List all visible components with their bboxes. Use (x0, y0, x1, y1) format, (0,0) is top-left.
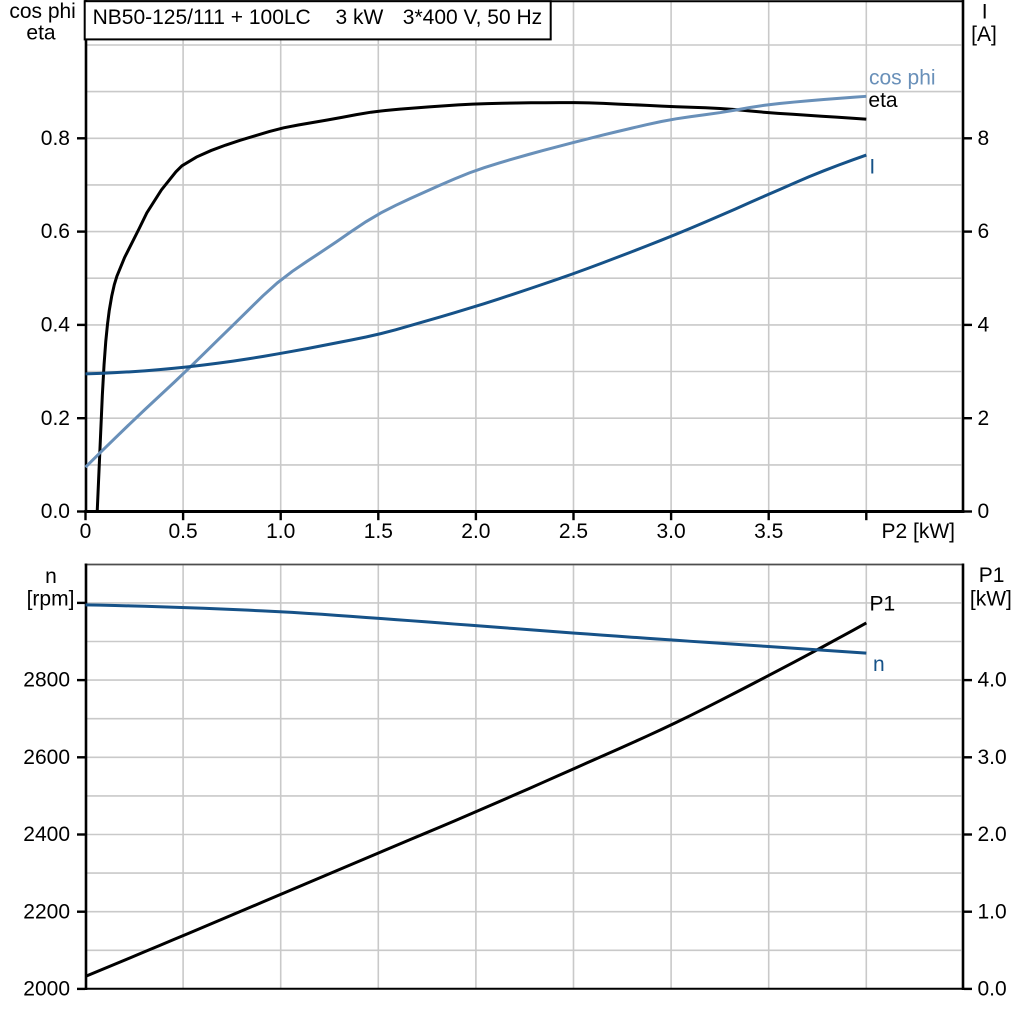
svg-text:eta: eta (868, 89, 898, 112)
svg-text:2.5: 2.5 (559, 520, 588, 543)
svg-text:1.0: 1.0 (978, 900, 1007, 923)
svg-text:NB50-125/111 + 100LC: NB50-125/111 + 100LC (93, 6, 311, 29)
svg-text:2000: 2000 (23, 978, 70, 1001)
svg-text:eta: eta (26, 22, 56, 45)
svg-text:n: n (873, 653, 885, 676)
svg-text:4.0: 4.0 (978, 669, 1007, 692)
svg-text:I: I (869, 156, 875, 179)
svg-text:2200: 2200 (23, 900, 70, 923)
svg-text:3*400 V, 50 Hz: 3*400 V, 50 Hz (403, 6, 542, 29)
svg-text:8: 8 (978, 127, 990, 150)
svg-text:2.0: 2.0 (978, 823, 1007, 846)
svg-text:0.4: 0.4 (41, 314, 71, 337)
svg-text:[rpm]: [rpm] (27, 588, 75, 611)
svg-text:0: 0 (80, 520, 92, 543)
svg-text:1.0: 1.0 (266, 520, 295, 543)
svg-text:2400: 2400 (23, 823, 70, 846)
svg-text:0: 0 (978, 500, 990, 523)
svg-text:2: 2 (978, 407, 990, 430)
svg-text:2800: 2800 (23, 669, 70, 692)
svg-text:P1: P1 (979, 564, 1005, 587)
svg-text:[A]: [A] (971, 23, 997, 46)
svg-text:0.2: 0.2 (41, 407, 70, 430)
svg-text:2.0: 2.0 (461, 520, 490, 543)
svg-text:3 kW: 3 kW (336, 6, 384, 29)
svg-text:cos phi: cos phi (9, 0, 76, 23)
svg-text:cos phi: cos phi (869, 67, 936, 90)
svg-text:[kW]: [kW] (970, 588, 1012, 611)
svg-text:n: n (45, 565, 57, 588)
svg-text:3.0: 3.0 (978, 746, 1007, 769)
svg-text:0.0: 0.0 (41, 500, 70, 523)
svg-text:3.0: 3.0 (656, 520, 685, 543)
svg-text:0.6: 0.6 (41, 220, 70, 243)
svg-text:0.0: 0.0 (978, 978, 1007, 1001)
svg-text:2600: 2600 (23, 746, 70, 769)
svg-text:P2 [kW]: P2 [kW] (881, 520, 955, 543)
svg-text:1.5: 1.5 (364, 520, 393, 543)
svg-text:4: 4 (978, 314, 990, 337)
svg-text:P1: P1 (870, 593, 896, 616)
svg-text:I: I (982, 0, 988, 23)
svg-text:3.5: 3.5 (754, 520, 783, 543)
svg-text:6: 6 (978, 220, 990, 243)
svg-text:0.8: 0.8 (41, 127, 70, 150)
svg-text:0.5: 0.5 (168, 520, 197, 543)
